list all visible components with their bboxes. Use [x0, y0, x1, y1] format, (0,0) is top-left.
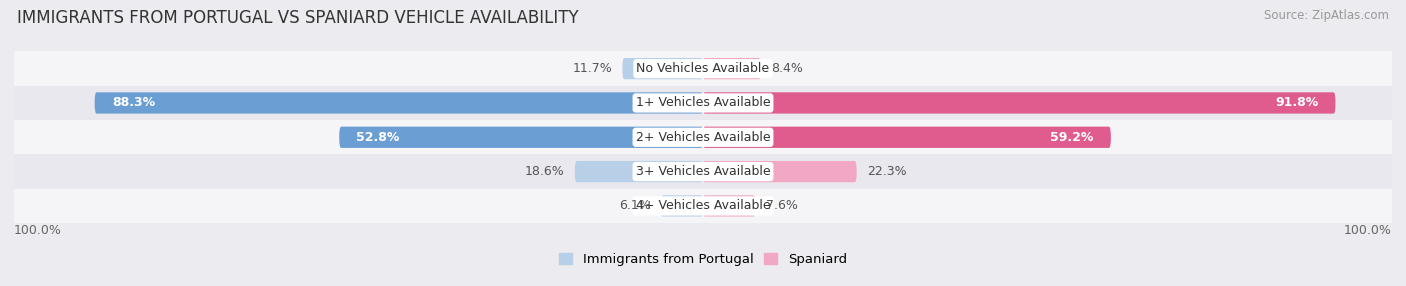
FancyBboxPatch shape — [703, 127, 1111, 148]
Text: 91.8%: 91.8% — [1275, 96, 1319, 110]
FancyBboxPatch shape — [623, 58, 703, 79]
Text: 3+ Vehicles Available: 3+ Vehicles Available — [636, 165, 770, 178]
Text: 6.1%: 6.1% — [619, 199, 651, 212]
Text: 18.6%: 18.6% — [524, 165, 565, 178]
Legend: Immigrants from Portugal, Spaniard: Immigrants from Portugal, Spaniard — [554, 248, 852, 271]
Text: 52.8%: 52.8% — [357, 131, 399, 144]
FancyBboxPatch shape — [661, 195, 703, 217]
Text: 4+ Vehicles Available: 4+ Vehicles Available — [636, 199, 770, 212]
FancyBboxPatch shape — [703, 195, 755, 217]
FancyBboxPatch shape — [14, 51, 1392, 86]
Text: 1+ Vehicles Available: 1+ Vehicles Available — [636, 96, 770, 110]
Text: 11.7%: 11.7% — [572, 62, 612, 75]
FancyBboxPatch shape — [14, 189, 1392, 223]
Text: 59.2%: 59.2% — [1050, 131, 1094, 144]
Text: Source: ZipAtlas.com: Source: ZipAtlas.com — [1264, 9, 1389, 21]
Text: 88.3%: 88.3% — [112, 96, 155, 110]
Text: 100.0%: 100.0% — [1344, 224, 1392, 237]
FancyBboxPatch shape — [703, 161, 856, 182]
FancyBboxPatch shape — [339, 127, 703, 148]
Text: 22.3%: 22.3% — [868, 165, 907, 178]
FancyBboxPatch shape — [94, 92, 703, 114]
FancyBboxPatch shape — [575, 161, 703, 182]
Text: IMMIGRANTS FROM PORTUGAL VS SPANIARD VEHICLE AVAILABILITY: IMMIGRANTS FROM PORTUGAL VS SPANIARD VEH… — [17, 9, 578, 27]
Text: 7.6%: 7.6% — [766, 199, 797, 212]
FancyBboxPatch shape — [703, 92, 1336, 114]
FancyBboxPatch shape — [14, 154, 1392, 189]
Text: 8.4%: 8.4% — [772, 62, 803, 75]
Text: 2+ Vehicles Available: 2+ Vehicles Available — [636, 131, 770, 144]
Text: 100.0%: 100.0% — [14, 224, 62, 237]
FancyBboxPatch shape — [14, 120, 1392, 154]
Text: No Vehicles Available: No Vehicles Available — [637, 62, 769, 75]
FancyBboxPatch shape — [703, 58, 761, 79]
FancyBboxPatch shape — [14, 86, 1392, 120]
